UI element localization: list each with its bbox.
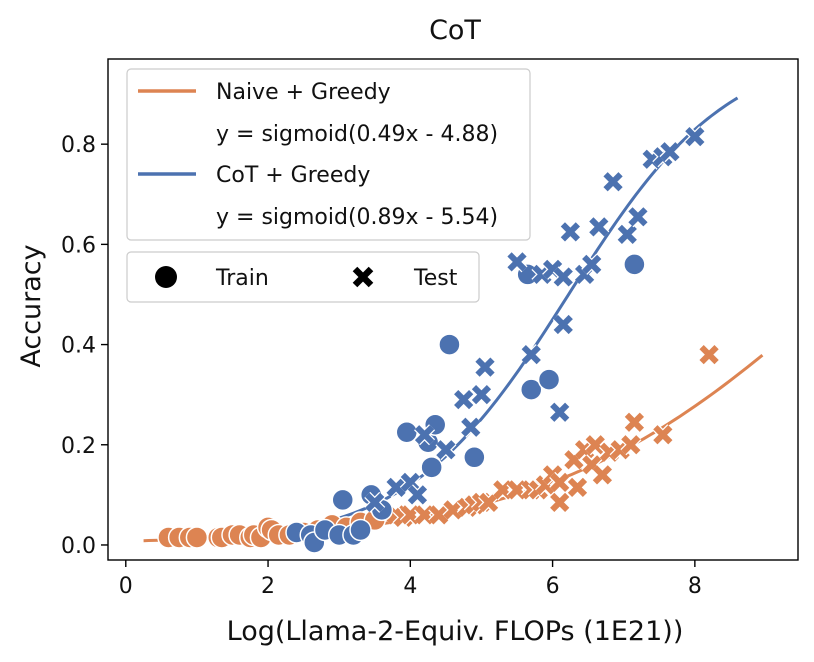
cot-test-point	[603, 172, 623, 192]
naive-test-point	[550, 472, 570, 492]
naive-test-point	[429, 505, 449, 525]
cot-test-point	[660, 142, 680, 162]
naive-test-point	[653, 425, 673, 445]
cot-test-point	[550, 402, 570, 422]
legend-markers: Train Test	[126, 251, 480, 303]
cot-train-point	[519, 378, 543, 401]
naive-test-point	[550, 492, 570, 513]
cot-test-point	[454, 390, 474, 410]
naive-test-point	[621, 435, 641, 455]
cot-test-point	[475, 357, 495, 377]
y-axis-title: Accuracy	[16, 244, 47, 367]
cot-train-point	[395, 420, 419, 444]
cot-train-point	[331, 488, 354, 512]
naive-test-point	[443, 500, 463, 520]
naive-test-point	[592, 465, 613, 485]
cot-test-point	[617, 224, 637, 244]
cot-train-point	[420, 456, 443, 479]
cot-test-point	[507, 252, 527, 272]
legend-label-test: Test	[413, 266, 458, 291]
cot-test-point	[414, 425, 435, 445]
cot-test-point	[386, 477, 406, 497]
naive-test-point	[478, 492, 499, 513]
naive-test-point	[624, 412, 645, 432]
plot-frame	[107, 58, 799, 561]
cot-test-point	[365, 492, 385, 513]
y-tick-label: 0.4	[61, 334, 96, 359]
cot-test-point	[560, 222, 580, 242]
legend-formula-naive-greedy: y = sigmoid(0.49x - 4.88)	[216, 122, 498, 147]
naive-test-point	[585, 435, 605, 455]
naive-test-point	[567, 477, 588, 497]
legend-test-marker	[352, 266, 374, 288]
y-tick-label: 0.0	[61, 534, 96, 559]
x-axis-title: Log(Llama-2-Equiv. FLOPs (1E21))	[227, 616, 684, 647]
cot-test-point	[553, 267, 573, 287]
legend-label-naive-greedy: Naive + Greedy	[216, 80, 391, 105]
cot-test-point	[436, 440, 456, 460]
x-tick-label: 0	[119, 574, 133, 599]
x-tick-label: 2	[261, 574, 275, 599]
cot-train-point	[463, 446, 486, 469]
y-tick-label: 0.6	[61, 233, 96, 258]
cot-test-point	[471, 385, 492, 405]
y-tick-label: 0.8	[61, 133, 96, 158]
cot-test-point	[582, 254, 602, 275]
cot-test-point	[461, 417, 481, 437]
cot-test-point	[407, 485, 428, 505]
chart-title: CoT	[429, 15, 481, 46]
cot-test-point	[553, 314, 573, 335]
naive-test-point	[699, 344, 719, 365]
naive-train-point	[185, 526, 209, 549]
cot-test-point	[589, 217, 609, 237]
cot-train-point	[623, 253, 646, 276]
x-tick-label: 4	[403, 574, 417, 599]
legend-train-marker	[155, 266, 177, 288]
cot-train-point	[349, 518, 372, 542]
legend-formula-cot-greedy: y = sigmoid(0.89x - 5.54)	[216, 205, 498, 230]
legend-fits: Naive + Greedy y = sigmoid(0.49x - 4.88)…	[126, 68, 531, 241]
cot-test-point	[521, 344, 541, 365]
cot-test-point	[685, 127, 705, 147]
y-axis: 0.0 0.2 0.4 0.6 0.8	[61, 133, 108, 559]
legend-label-cot-greedy: CoT + Greedy	[216, 163, 370, 188]
x-axis: 0 2 4 6 8	[119, 560, 702, 599]
legend-label-train: Train	[215, 266, 269, 291]
x-tick-label: 8	[688, 574, 702, 599]
cot-train-point	[537, 368, 561, 391]
y-tick-label: 0.2	[61, 434, 96, 459]
cot-test-point	[628, 207, 648, 227]
x-tick-label: 6	[546, 574, 560, 599]
cot-train-point	[438, 333, 461, 356]
